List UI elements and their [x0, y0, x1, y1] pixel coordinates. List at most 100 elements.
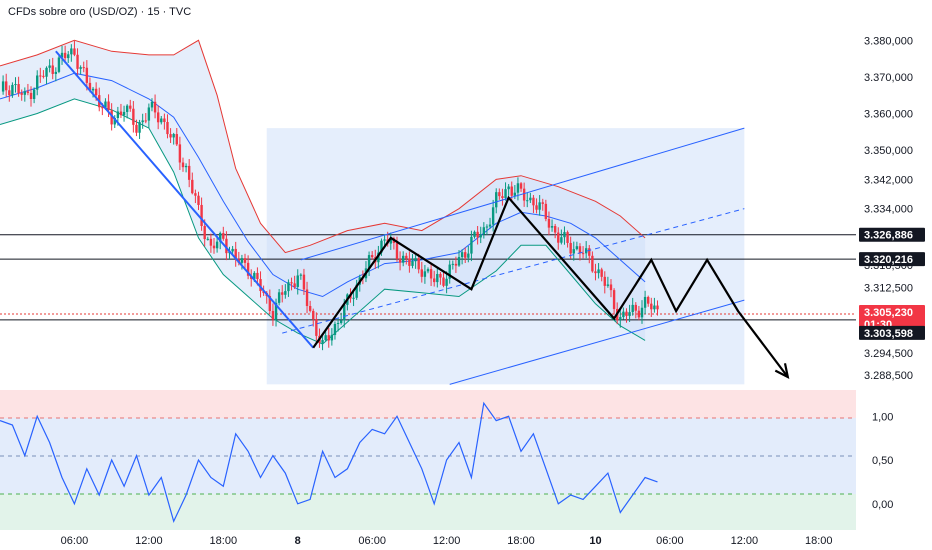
- candle-body: [11, 84, 14, 96]
- candle-body: [219, 233, 222, 242]
- candle-body: [259, 279, 262, 292]
- candle-body: [401, 255, 405, 263]
- price-pane[interactable]: [0, 39, 856, 385]
- candle-body: [163, 118, 166, 122]
- candle-body: [563, 232, 566, 238]
- candle-body: [203, 225, 206, 240]
- time-tick-label: 10: [589, 535, 601, 547]
- candle-body: [408, 258, 411, 266]
- candle-body: [522, 188, 526, 201]
- chart-title: CFDs sobre oro (USD/OZ) · 15 · TVC: [8, 6, 191, 18]
- candle-body: [23, 91, 27, 95]
- candle-body: [330, 334, 334, 341]
- candle-body: [578, 246, 582, 254]
- channel-lower-line[interactable]: [449, 299, 745, 385]
- candle-body: [36, 75, 39, 90]
- candle-body: [57, 57, 61, 72]
- channel-mid-line[interactable]: [282, 208, 745, 334]
- candle-body: [206, 238, 209, 240]
- price-marker-pill: [859, 252, 925, 267]
- candle-body: [367, 255, 371, 269]
- price-axis[interactable]: 3.380,000 3.370,000 3.360,000 3.350,000 3.34…: [864, 35, 913, 382]
- candle-body: [94, 88, 98, 96]
- candle-body: [550, 226, 554, 228]
- candle-body: [302, 274, 306, 290]
- time-axis[interactable]: 06:00 12:00 18:00 8 06:00 12:00 18:00 10 06:00 12…: [61, 535, 833, 547]
- candle-body: [274, 302, 278, 320]
- candle-body: [625, 311, 628, 316]
- candle-body: [51, 65, 54, 74]
- candle-body: [116, 111, 120, 119]
- candle-body: [426, 269, 430, 272]
- price-marker-pill: [859, 227, 925, 242]
- candle-body: [557, 232, 560, 243]
- downtrend-line[interactable]: [55, 50, 315, 349]
- candle-body: [178, 144, 182, 163]
- candle-body: [1, 81, 5, 92]
- candle-body: [63, 52, 67, 59]
- oscillator-band-overbought: [0, 390, 856, 418]
- price-tick-label: 3.370,000: [864, 72, 913, 84]
- candle-body: [290, 282, 293, 284]
- candle-body: [650, 303, 653, 310]
- time-tick-label: 12:00: [135, 535, 163, 547]
- candle-body: [169, 134, 172, 138]
- candle-body: [544, 203, 548, 219]
- time-tick-label: 06:00: [656, 535, 684, 547]
- time-tick-label: 06:00: [61, 535, 89, 547]
- candle-body: [132, 108, 135, 125]
- candle-body: [129, 105, 132, 109]
- candle-body: [454, 263, 458, 266]
- candle-body: [181, 162, 185, 168]
- candle-body: [417, 258, 420, 270]
- candle-body: [333, 323, 337, 335]
- oscillator-axis[interactable]: 1,00 0,50 0,00: [872, 411, 893, 511]
- candle-body: [336, 323, 340, 325]
- candle-body: [284, 291, 287, 295]
- candle-body: [504, 189, 507, 199]
- candle-body: [612, 290, 616, 309]
- candle-body: [370, 255, 374, 258]
- oscillator-line: [0, 401, 658, 524]
- candle-body: [383, 239, 386, 241]
- candle-body: [184, 165, 188, 168]
- candle-body: [54, 71, 58, 74]
- channel-upper-line[interactable]: [300, 127, 745, 261]
- zigzag-projection[interactable]: [312, 195, 789, 378]
- candle-body: [637, 310, 641, 318]
- candle-body: [532, 197, 535, 206]
- candle-body: [619, 317, 622, 321]
- zigzag-arrowhead: [774, 363, 790, 380]
- candle-body: [240, 258, 244, 263]
- candle-body: [91, 88, 95, 91]
- candle-body: [225, 238, 228, 254]
- candle-body: [436, 273, 439, 283]
- candle-body: [113, 118, 116, 125]
- time-tick-label: 12:00: [731, 535, 759, 547]
- candle-body: [588, 248, 591, 256]
- candle-body: [405, 255, 408, 259]
- oscillator-pane[interactable]: [0, 401, 658, 524]
- time-tick-label: 18:00: [805, 535, 833, 547]
- candle-body: [42, 75, 45, 77]
- candle-body: [212, 245, 216, 249]
- price-marker-pill: [859, 325, 925, 340]
- candle-body: [312, 310, 315, 320]
- candle-body: [653, 305, 656, 310]
- candle-body: [510, 186, 513, 196]
- candle-body: [656, 305, 659, 310]
- candle-body: [327, 335, 330, 341]
- candle-body: [119, 111, 123, 116]
- candle-body: [575, 246, 579, 250]
- bollinger-upper-line: [0, 39, 646, 254]
- candle-body: [457, 257, 461, 266]
- candle-body: [516, 183, 520, 193]
- price-marker-label: 3.326,886: [864, 230, 913, 242]
- candle-body: [352, 297, 355, 299]
- candle-body: [14, 84, 17, 86]
- candle-body: [191, 179, 194, 194]
- candle-body: [569, 242, 572, 254]
- time-tick-label: 18:00: [507, 535, 535, 547]
- candle-body: [547, 218, 551, 228]
